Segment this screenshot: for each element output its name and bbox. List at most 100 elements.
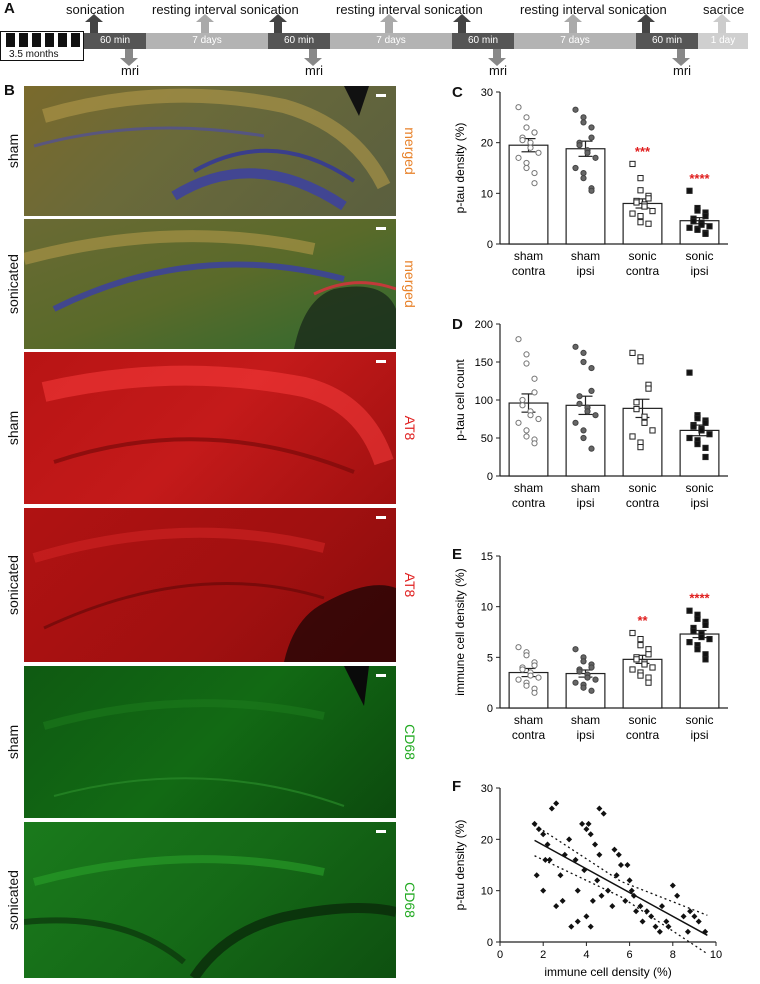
up-arrow-icon [196,14,214,33]
data-point [694,646,701,653]
timeline-segment: 60 min [452,33,514,49]
hippocampus-outline [24,230,396,349]
category-label: sham [571,481,600,495]
category-label: sonic [628,481,656,495]
micrograph-image [24,822,396,978]
data-point [649,427,656,434]
age-tick [71,33,80,47]
panel-letter-f: F [452,778,462,795]
data-point [686,434,693,442]
data-point [559,897,566,904]
category-label: ipsi [576,264,594,278]
data-point [588,664,595,671]
data-point [572,164,579,172]
data-point [583,913,590,920]
data-point [645,220,652,227]
data-point [548,805,555,812]
data-point [533,872,540,879]
panel-letter-d: D [452,316,463,333]
y-tick-label: 30 [481,87,493,99]
data-point [527,672,534,679]
category-label: sonic [685,713,713,727]
event-label-bottom: mri [305,63,324,78]
data-point [629,629,636,637]
data-point [686,607,693,614]
hippocampus-outline [32,527,396,662]
stain-label: CD68 [402,724,418,760]
data-point [702,621,709,629]
data-point [523,351,530,358]
data-point [687,908,694,915]
data-point [580,349,587,356]
micrograph-image [24,219,396,349]
data-point [633,908,640,915]
micrograph-image [24,86,396,216]
y-tick-label: 0 [487,239,493,251]
category-label: sham [514,713,543,727]
y-axis-label: immune cell density (%) [453,568,467,695]
data-point [588,687,595,694]
data-point [553,903,560,910]
y-tick-label: 5 [487,652,493,664]
data-point [540,831,547,838]
scale-bar [376,94,386,97]
data-point [702,651,709,658]
data-point [633,656,640,663]
timeline-segment: 60 min [84,33,146,49]
data-point [641,661,648,668]
data-point [519,402,526,409]
data-point [698,221,705,228]
down-arrow-icon [672,49,690,66]
category-label: contra [512,264,546,278]
experiment-timeline: 3.5 months 60 min 7 days 60 min 7 days 6… [0,0,760,80]
data-point [527,139,534,146]
data-point [706,223,713,230]
y-tick-label: 10 [481,602,493,614]
timeline-segment: 60 min [268,33,330,49]
data-point [588,187,595,194]
y-tick-label: 100 [475,395,493,407]
data-point [637,213,644,220]
data-point [652,923,659,930]
data-point [531,169,538,177]
data-point [580,169,587,177]
data-point [576,400,583,407]
y-axis-label: p-tau cell count [453,359,467,441]
data-point [572,106,579,113]
timeline-segment: 7 days [330,33,452,49]
y-tick-label: 10 [481,188,493,200]
bar [565,148,606,245]
category-label: ipsi [690,496,708,510]
data-point [589,897,596,904]
y-tick-label: 50 [481,433,493,445]
data-point [531,389,538,396]
data-point [600,810,607,817]
data-point [574,918,581,925]
category-label: sham [571,249,600,263]
data-point [686,639,693,646]
hippocampus-outline [41,365,394,474]
data-point [523,360,530,367]
data-point [594,877,601,884]
significance-marker: ** [637,613,648,628]
data-point [645,679,652,686]
data-point [596,805,603,812]
data-point [576,393,583,400]
panel-letter-c: C [452,84,463,101]
event-label-bottom: mri [121,63,140,78]
age-tick [58,33,67,47]
data-point [580,427,587,434]
bar [565,404,606,477]
data-point [515,104,522,111]
data-point [588,364,595,372]
data-point [515,336,522,343]
event-label-top: resting interval sonication [152,2,299,17]
data-point [643,908,650,915]
data-point [580,114,587,121]
scale-bar [376,227,386,230]
data-point [686,187,693,194]
data-point [581,867,588,874]
significance-marker: **** [689,171,710,186]
data-point [580,358,587,366]
data-point [527,144,534,151]
